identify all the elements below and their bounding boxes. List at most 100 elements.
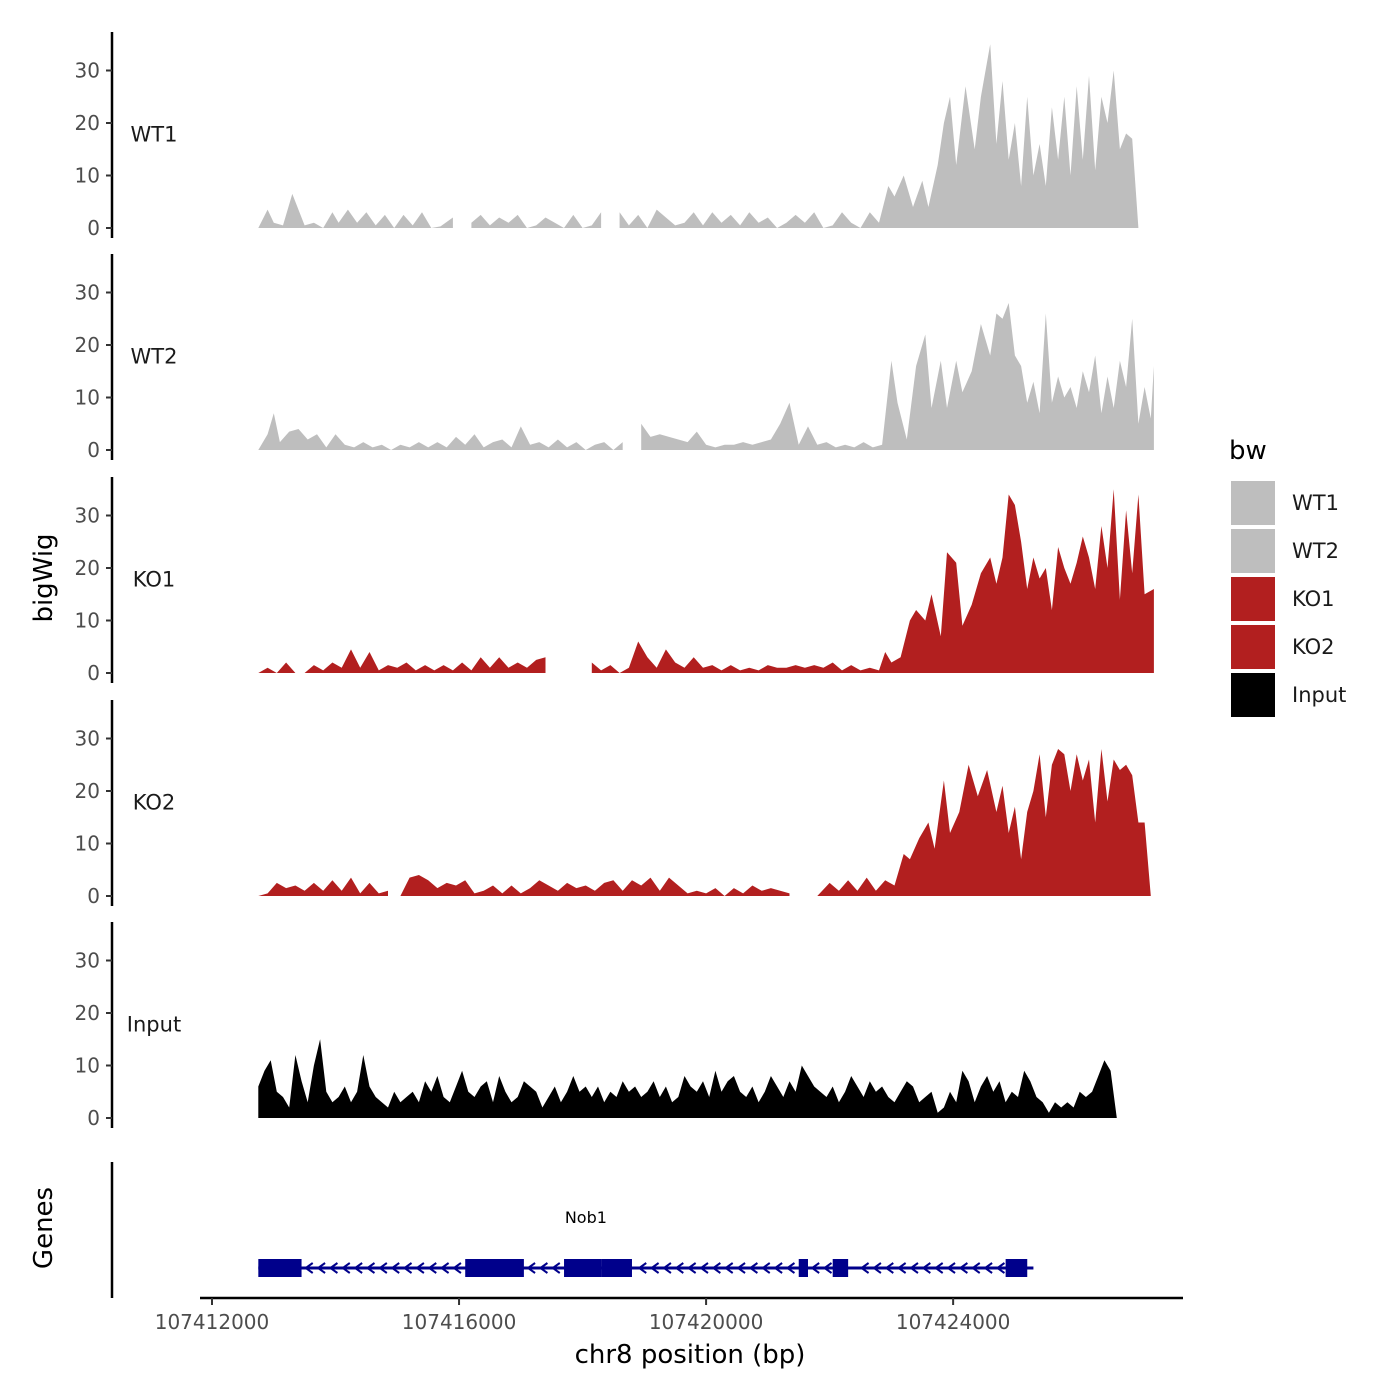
gene-track-title: Genes: [29, 1187, 59, 1269]
strand-arrow: [723, 1262, 734, 1274]
gene-exon: [1005, 1259, 1028, 1277]
track-wt1: 0 10 20 30 WT1: [75, 32, 1139, 240]
strand-arrow: [958, 1262, 968, 1274]
legend-label-input: Input: [1292, 683, 1346, 707]
strand-arrow: [711, 1262, 721, 1274]
legend-label-wt2: WT2: [1292, 539, 1339, 563]
track-label: WT2: [131, 345, 178, 369]
area-ko2-segment: [400, 875, 790, 896]
area-wt1-segment: [619, 44, 1139, 228]
x-tick-label: 107412000: [155, 1310, 270, 1334]
strand-arrow: [859, 1262, 870, 1274]
legend-swatch-ko1: [1231, 577, 1275, 621]
y-tick-label: 10: [75, 386, 100, 410]
y-tick-label: 20: [75, 779, 100, 803]
legend-label-ko1: KO1: [1292, 587, 1335, 611]
strand-arrow: [785, 1262, 796, 1274]
strand-arrow: [353, 1262, 363, 1274]
y-tick-label: 10: [75, 1054, 100, 1078]
track-ko1: 0 10 20 30 KO1: [75, 477, 1154, 685]
strand-arrow: [946, 1262, 956, 1274]
strand-arrow: [674, 1262, 684, 1274]
legend-swatch-input: [1231, 673, 1275, 717]
x-tick-label: 107420000: [649, 1310, 764, 1334]
gene-exon: [798, 1259, 808, 1277]
strand-arrow: [884, 1262, 894, 1274]
strand-arrow: [921, 1262, 931, 1274]
track-input: 0 10 20 30 Input: [75, 922, 1117, 1130]
gene-track: Nob1: [110, 1162, 1034, 1298]
signal-tracks: 0 10 20 30 WT1 0 10 20 30 WT2 0 10 20 30 KO1 0 10 20 30 KO2…: [75, 32, 1154, 1130]
strand-arrow: [995, 1262, 1006, 1274]
y-tick-label: 30: [75, 504, 100, 528]
strand-arrow: [662, 1262, 672, 1274]
y-tick-label: 30: [75, 727, 100, 751]
track-wt2: 0 10 20 30 WT2: [75, 254, 1154, 462]
strand-arrow: [439, 1262, 450, 1274]
strand-arrow: [773, 1262, 783, 1274]
track-label: Input: [127, 1013, 181, 1037]
strand-arrow: [822, 1262, 833, 1274]
y-tick-label: 20: [75, 111, 100, 135]
strand-arrow: [551, 1262, 561, 1274]
y-tick-label: 30: [75, 59, 100, 83]
y-tick-label: 0: [87, 661, 100, 685]
strand-arrow: [686, 1262, 697, 1274]
strand-arrow: [761, 1262, 771, 1274]
y-tick-label: 20: [75, 333, 100, 357]
strand-arrow: [390, 1262, 400, 1274]
track-label: KO2: [133, 791, 176, 815]
area-ko1-segment: [591, 489, 1154, 673]
gene-exon: [832, 1259, 849, 1277]
y-tick-label: 0: [87, 438, 100, 462]
track-ko2: 0 10 20 30 KO2: [75, 700, 1151, 908]
area-input-segment: [258, 1039, 1117, 1118]
y-tick-label: 30: [75, 281, 100, 305]
track-label: WT1: [131, 123, 178, 147]
legend-swatch-ko2: [1231, 625, 1275, 669]
gene-exon: [601, 1259, 632, 1277]
strand-arrow: [649, 1262, 660, 1274]
legend-swatch-wt1: [1231, 481, 1275, 525]
x-axis-title: chr8 position (bp): [575, 1340, 806, 1370]
strand-arrow: [872, 1262, 882, 1274]
x-axis: 107412000 107416000 107420000 107424000: [155, 1296, 1183, 1334]
strand-arrow: [526, 1262, 536, 1274]
y-tick-label: 0: [87, 1106, 100, 1130]
y-tick-label: 0: [87, 216, 100, 240]
legend-title: bw: [1229, 436, 1267, 466]
legend-label-ko2: KO2: [1292, 635, 1335, 659]
strand-arrow: [538, 1262, 549, 1274]
strand-arrow: [328, 1262, 339, 1274]
strand-arrow: [341, 1262, 351, 1274]
area-wt1-segment: [258, 193, 453, 228]
strand-arrow: [896, 1262, 907, 1274]
y-tick-label: 10: [75, 832, 100, 856]
area-wt2-segment: [641, 303, 1154, 450]
strand-arrow: [810, 1262, 820, 1274]
y-tick-label: 30: [75, 949, 100, 973]
strand-arrow: [971, 1262, 981, 1274]
area-ko2-segment: [258, 877, 388, 896]
y-tick-label: 0: [87, 884, 100, 908]
legend-swatch-wt2: [1231, 529, 1275, 573]
y-tick-label: 10: [75, 164, 100, 188]
legend: bw WT1 WT2 KO1 KO2 Input: [1229, 436, 1346, 717]
y-tick-label: 10: [75, 609, 100, 633]
strand-arrow: [736, 1262, 746, 1274]
strand-arrow: [699, 1262, 709, 1274]
x-tick-label: 107416000: [402, 1310, 517, 1334]
y-axis-title: bigWig: [29, 533, 59, 622]
strand-arrow: [402, 1262, 413, 1274]
gene-exon: [465, 1259, 524, 1277]
gene-exon: [564, 1259, 602, 1277]
strand-arrow: [427, 1262, 437, 1274]
strand-arrow: [365, 1262, 376, 1274]
y-tick-label: 20: [75, 1001, 100, 1025]
strand-arrow: [933, 1262, 944, 1274]
gene-name-label: Nob1: [565, 1208, 607, 1227]
track-label: KO1: [133, 568, 176, 592]
strand-arrow: [983, 1262, 993, 1274]
strand-arrow: [909, 1262, 919, 1274]
